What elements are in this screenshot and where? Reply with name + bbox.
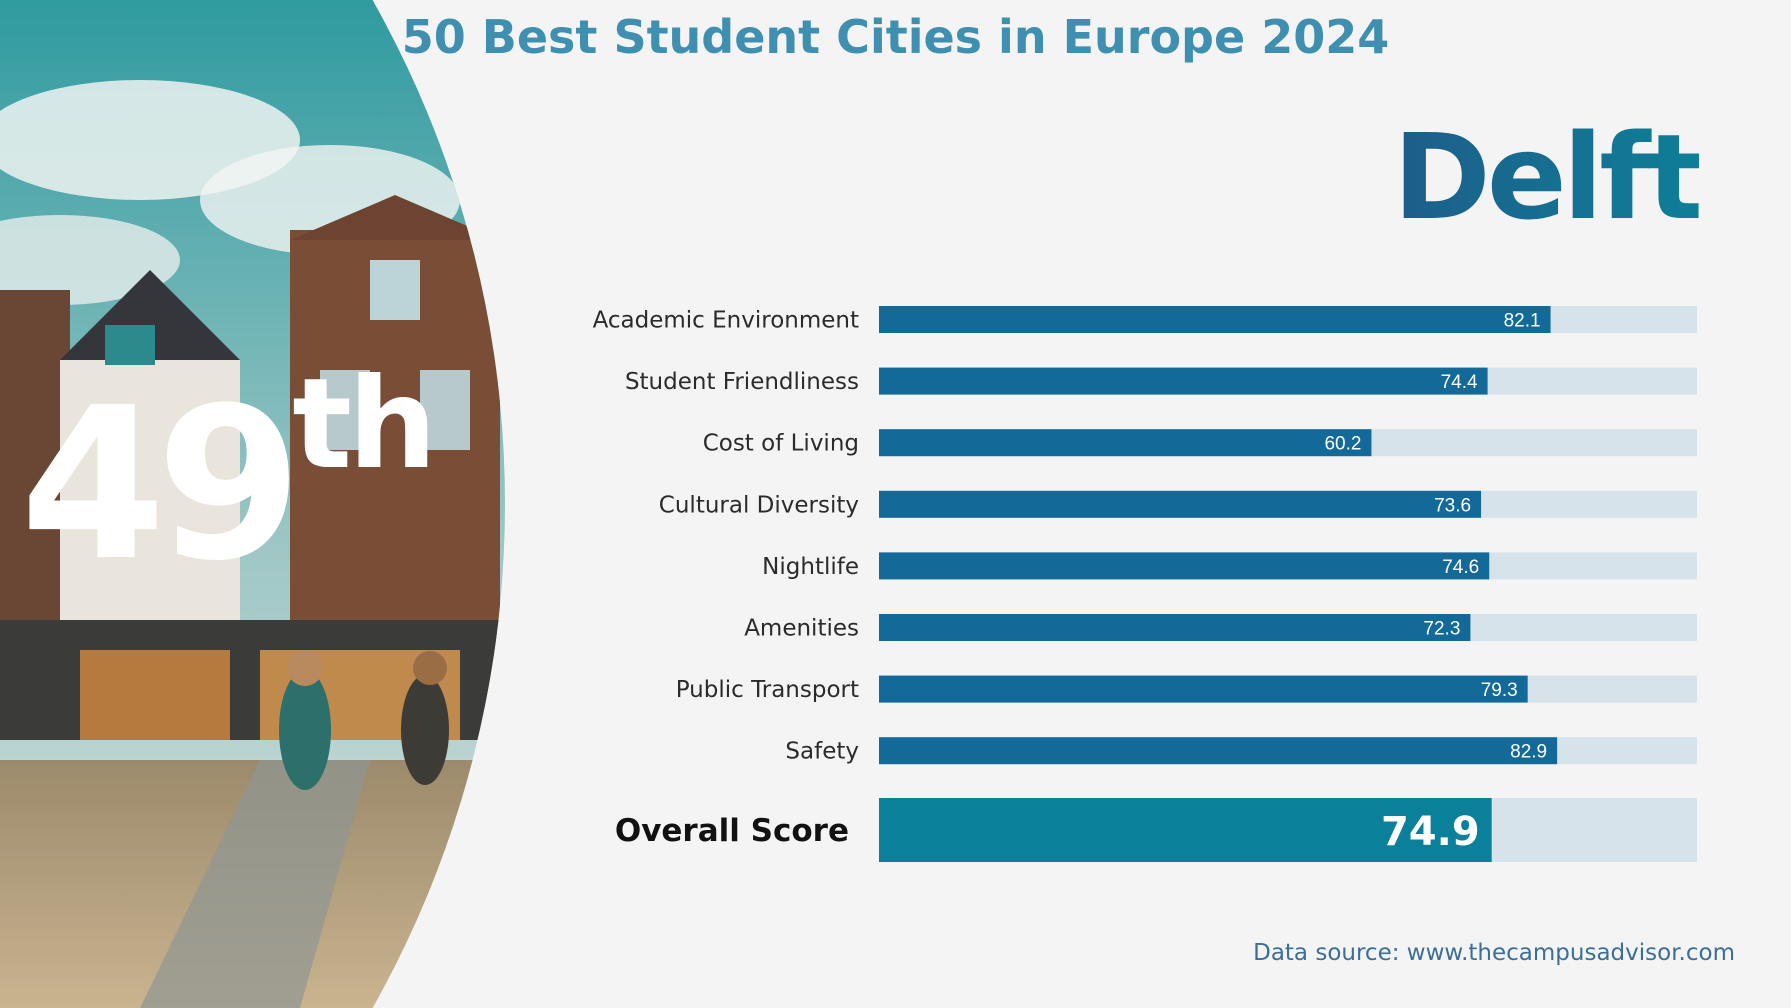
category-label: Amenities (744, 616, 859, 642)
category-label: Public Transport (676, 677, 859, 703)
data-source: Data source: www.thecampusadvisor.com (1253, 940, 1735, 966)
bar (879, 490, 1482, 518)
overall-bar (879, 798, 1492, 862)
category-label: Academic Environment (593, 308, 859, 334)
category-label: Safety (785, 739, 859, 765)
category-label: Nightlife (762, 554, 859, 580)
bar-value-label: 74.4 (1441, 372, 1478, 393)
overall-value-label: 74.9 (1381, 809, 1480, 855)
page-title: 50 Best Student Cities in Europe 2024 (401, 10, 1390, 64)
overall-label: Overall Score (615, 813, 849, 849)
rank-number: 49 (20, 362, 302, 607)
category-label: Cultural Diversity (659, 492, 859, 518)
bar-value-label: 72.3 (1423, 619, 1460, 640)
bar (879, 675, 1528, 703)
bar-value-label: 82.1 (1504, 311, 1541, 332)
rank-badge: 49th (20, 362, 437, 590)
bar (879, 306, 1551, 333)
bar (879, 367, 1488, 395)
rank-suffix: th (292, 352, 437, 497)
category-label: Cost of Living (703, 431, 859, 457)
bar-value-label: 82.9 (1510, 742, 1547, 763)
bar-value-label: 79.3 (1481, 680, 1518, 701)
city-name: Delft (1392, 108, 1703, 246)
bar (879, 614, 1471, 641)
bar-value-label: 73.6 (1434, 495, 1471, 516)
bar (879, 737, 1558, 765)
bar-value-label: 74.6 (1442, 557, 1479, 578)
bar-value-label: 60.2 (1324, 434, 1361, 455)
bar (879, 552, 1490, 580)
category-label: Student Friendliness (625, 369, 859, 395)
bar (879, 429, 1372, 457)
